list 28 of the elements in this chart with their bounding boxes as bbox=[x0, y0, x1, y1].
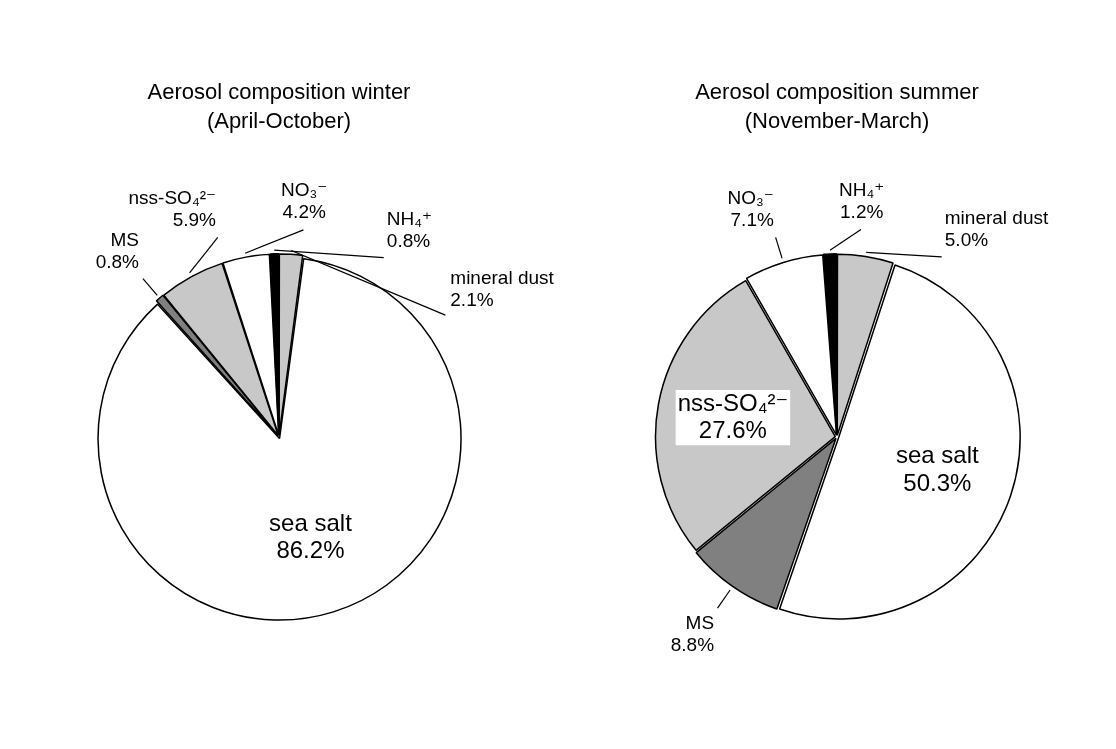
data-label: 27.6% bbox=[698, 416, 767, 444]
chart-subtitle: (November-March) bbox=[744, 107, 930, 133]
data-label: 1.2% bbox=[840, 200, 884, 222]
slice-label: MS bbox=[110, 229, 140, 251]
chart-title: Aerosol composition winter bbox=[147, 79, 411, 105]
data-label: 4.2% bbox=[282, 201, 326, 223]
data-label: 86.2% bbox=[276, 536, 345, 564]
slice-label: sea salt bbox=[896, 441, 980, 469]
data-label: 5.9% bbox=[172, 208, 217, 230]
data-label: 7.1% bbox=[730, 208, 774, 230]
data-label: 8.8% bbox=[670, 634, 715, 656]
slice-label: mineral dust bbox=[450, 267, 555, 289]
slice-label: NO₃⁻ bbox=[727, 186, 774, 208]
slice-label: sea salt bbox=[269, 508, 353, 536]
slice-label: NO₃⁻ bbox=[281, 179, 328, 201]
data-label: 50.3% bbox=[903, 468, 972, 496]
slice-label: NH₄⁺ bbox=[386, 207, 433, 229]
chart-subtitle: (April-October) bbox=[206, 107, 352, 133]
slice-label: nss-SO₄²⁻ bbox=[677, 388, 789, 416]
data-label: 0.8% bbox=[95, 251, 140, 273]
slice-label: MS bbox=[685, 612, 715, 634]
data-label: 0.8% bbox=[386, 229, 431, 251]
slice-label: nss-SO₄²⁻ bbox=[128, 187, 217, 209]
data-label: 2.1% bbox=[450, 288, 494, 310]
data-label: 5.0% bbox=[944, 228, 989, 250]
chart-title: Aerosol composition summer bbox=[695, 79, 979, 105]
slice-label: NH₄⁺ bbox=[839, 178, 885, 200]
slice-label: mineral dust bbox=[944, 207, 1049, 229]
